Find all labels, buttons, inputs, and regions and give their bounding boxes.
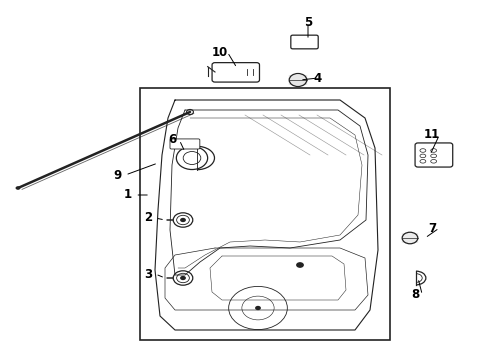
Text: 5: 5 [303,15,311,28]
Text: 10: 10 [211,45,228,58]
Text: 2: 2 [143,211,152,225]
Circle shape [255,306,261,310]
Text: 9: 9 [114,168,122,181]
Circle shape [295,262,303,268]
Text: 1: 1 [123,189,132,202]
Circle shape [180,218,185,222]
FancyBboxPatch shape [414,143,452,167]
Text: 7: 7 [427,221,435,234]
FancyBboxPatch shape [290,35,318,49]
FancyBboxPatch shape [170,139,200,149]
Text: 11: 11 [423,129,439,141]
Bar [140,88,389,340]
FancyBboxPatch shape [212,63,259,82]
Text: 6: 6 [167,134,176,147]
Text: 4: 4 [313,72,322,85]
Text: 3: 3 [143,267,152,280]
Text: 8: 8 [410,288,418,301]
Circle shape [180,276,185,280]
Circle shape [16,186,20,190]
